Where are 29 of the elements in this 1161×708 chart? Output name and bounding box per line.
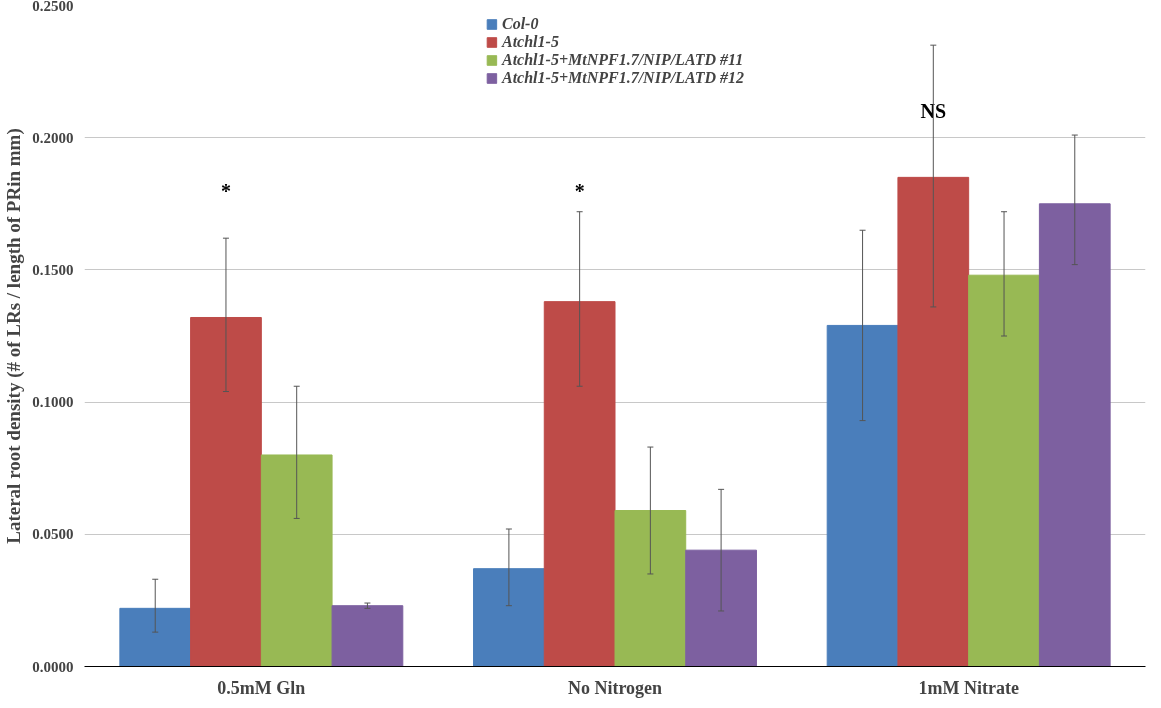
bar bbox=[685, 549, 757, 667]
y-axis-title: Lateral root density (# of LRs / length of PRin mm) bbox=[3, 128, 26, 544]
y-tick-label: 0.1500 bbox=[32, 261, 74, 278]
annotation: * bbox=[574, 179, 585, 202]
y-tick-label: 0.2500 bbox=[32, 0, 74, 14]
annotation: * bbox=[220, 179, 231, 202]
annotation: NS bbox=[920, 100, 947, 123]
x-tick-label: 0.5mM Gln bbox=[217, 677, 306, 698]
y-tick-label: 0.1000 bbox=[32, 394, 74, 411]
bar bbox=[543, 301, 616, 667]
legend-label: Atchl1-5 bbox=[501, 33, 559, 51]
bar bbox=[897, 176, 970, 667]
y-tick-label: 0.0500 bbox=[32, 526, 74, 543]
bar bbox=[614, 510, 687, 667]
legend-label: Atchl1-5+MtNPF1.7/NIP/LATD #11 bbox=[501, 51, 744, 69]
bar bbox=[1038, 203, 1111, 667]
bar bbox=[119, 607, 192, 667]
x-tick-label: 1mM Nitrate bbox=[918, 677, 1019, 698]
bar bbox=[260, 454, 333, 667]
bar bbox=[473, 568, 545, 667]
y-tick-label: 0.2000 bbox=[32, 129, 74, 146]
bar bbox=[190, 316, 262, 667]
bar bbox=[331, 605, 404, 667]
bar bbox=[826, 324, 899, 667]
bar bbox=[968, 274, 1040, 667]
x-tick-label: No Nitrogen bbox=[567, 677, 663, 698]
legend-label: Atchl1-5+MtNPF1.7/NIP/LATD #12 bbox=[501, 69, 745, 87]
y-tick-label: 0.0000 bbox=[32, 658, 74, 675]
legend-label: Col-0 bbox=[501, 15, 539, 33]
